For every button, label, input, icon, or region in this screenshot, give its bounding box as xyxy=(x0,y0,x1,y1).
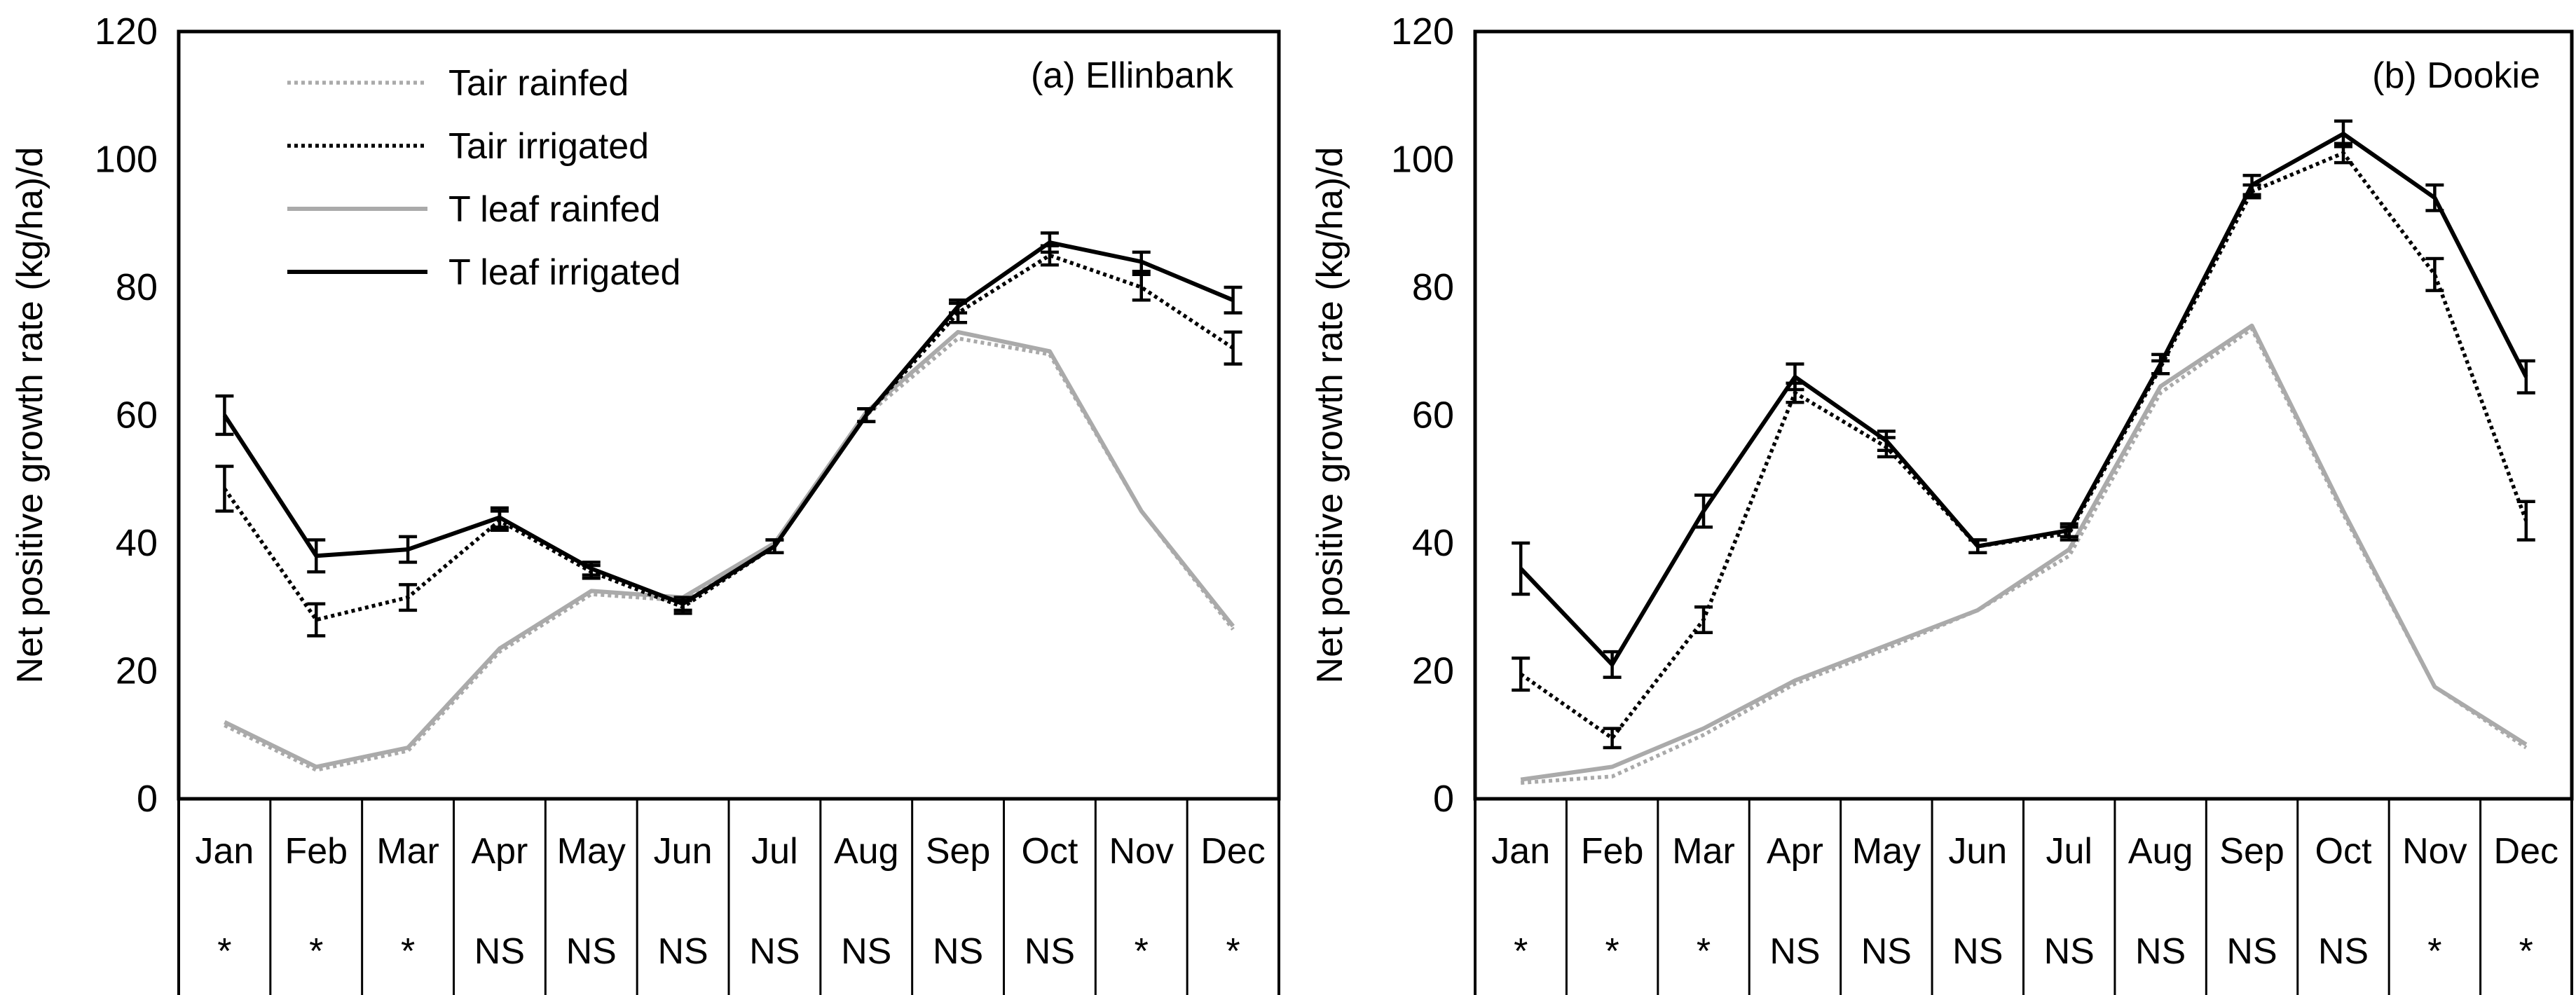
significance-label: NS xyxy=(933,931,983,972)
legend-label: Tair irrigated xyxy=(448,126,649,167)
plot-frame xyxy=(1473,29,2574,801)
y-tick-label: 60 xyxy=(1412,394,1454,437)
legend-label: T leaf irrigated xyxy=(448,252,680,293)
legend-label: Tair rainfed xyxy=(448,63,629,104)
significance-label: NS xyxy=(2135,931,2186,972)
y-tick-label: 80 xyxy=(116,266,158,308)
x-tick-label: Dec xyxy=(1200,831,1265,872)
x-tick-label: Jun xyxy=(1948,831,2007,872)
significance-label: NS xyxy=(474,931,525,972)
significance-label: * xyxy=(2519,931,2533,972)
series-line-t-leaf-irrigated xyxy=(1519,132,2528,667)
significance-label: * xyxy=(1697,931,1711,972)
y-tick-label: 100 xyxy=(1391,139,1454,181)
significance-label: NS xyxy=(1769,931,1820,972)
x-tick-label: May xyxy=(1852,831,1921,872)
x-tick-label: Feb xyxy=(285,831,348,872)
significance-label: * xyxy=(1605,931,1619,972)
significance-label: * xyxy=(309,931,323,972)
series-line-t-leaf-rainfed xyxy=(224,329,1235,769)
significance-label: NS xyxy=(1861,931,1912,972)
x-tick-label: May xyxy=(557,831,626,872)
x-tick-label: Oct xyxy=(1021,831,1078,872)
series-line-tair-irrigated xyxy=(1519,151,2528,741)
x-tick-label: Dec xyxy=(2494,831,2558,872)
y-tick-label: 100 xyxy=(95,139,158,181)
significance-label: NS xyxy=(1952,931,2003,972)
y-tick-label: 80 xyxy=(1412,266,1454,308)
x-tick-label: Jan xyxy=(195,831,254,872)
series-line-tair-rainfed xyxy=(1521,327,2528,785)
y-tick-label: 40 xyxy=(1412,522,1454,564)
x-tick-label: Nov xyxy=(1109,831,1174,872)
y-tick-label: 20 xyxy=(1412,650,1454,692)
x-tick-label: Sep xyxy=(926,831,991,872)
y-tick-label: 120 xyxy=(1391,11,1454,53)
significance-label: * xyxy=(217,931,231,972)
y-tick-label: 60 xyxy=(116,394,158,437)
x-tick-label: Aug xyxy=(2128,831,2193,872)
y-tick-label: 20 xyxy=(116,650,158,692)
series-line-t-leaf-irrigated xyxy=(222,240,1234,606)
y-tick-label: 0 xyxy=(137,778,158,820)
chart-panel-dookie: (b) Dookie 0 20 40 60 80 100 120 Net positive g… xyxy=(1310,11,2574,995)
x-tick-label: Aug xyxy=(834,831,899,872)
x-tick-label: Mar xyxy=(376,831,439,872)
x-tick-label: Jul xyxy=(2046,831,2092,872)
significance-label: NS xyxy=(749,931,800,972)
significance-label: NS xyxy=(2226,931,2277,972)
x-tick-label: Oct xyxy=(2315,831,2372,872)
significance-label: NS xyxy=(2044,931,2095,972)
significance-label: * xyxy=(401,931,415,972)
x-tick-label: Jan xyxy=(1491,831,1550,872)
x-tick-label: Apr xyxy=(471,831,528,872)
significance-label: NS xyxy=(841,931,891,972)
y-tick-label: 40 xyxy=(116,522,158,564)
x-tick-label: Feb xyxy=(1581,831,1644,872)
series-line-t-leaf-rainfed xyxy=(1520,323,2528,782)
significance-label: * xyxy=(1514,931,1528,972)
y-axis-label: Net positive growth rate (kg/ha)/d xyxy=(10,147,50,684)
significance-label: NS xyxy=(1025,931,1075,972)
x-tick-label: Mar xyxy=(1672,831,1735,872)
x-tick-label: Jul xyxy=(751,831,797,872)
significance-label: NS xyxy=(566,931,617,972)
y-tick-label: 0 xyxy=(1433,778,1454,820)
y-tick-label: 120 xyxy=(95,11,158,53)
series-line-tair-irrigated xyxy=(223,253,1235,622)
x-tick-label: Jun xyxy=(654,831,713,872)
y-axis-label: Net positive growth rate (kg/ha)/d xyxy=(1310,147,1350,684)
panel-title: (a) Ellinbank xyxy=(1031,55,1234,96)
significance-label: NS xyxy=(657,931,708,972)
x-tick-label: Apr xyxy=(1767,831,1823,872)
significance-label: NS xyxy=(2318,931,2369,972)
chart-panel-ellinbank: (a) Ellinbank 0 20 40 60 80 100 120 Net positiv… xyxy=(10,11,1281,995)
legend-label: T leaf rainfed xyxy=(448,189,661,230)
significance-label: * xyxy=(2427,931,2441,972)
significance-label: * xyxy=(1135,931,1149,972)
x-tick-label: Sep xyxy=(2219,831,2284,872)
panel-title: (b) Dookie xyxy=(2372,55,2540,96)
x-tick-label: Nov xyxy=(2402,831,2467,872)
significance-label: * xyxy=(1226,931,1240,972)
